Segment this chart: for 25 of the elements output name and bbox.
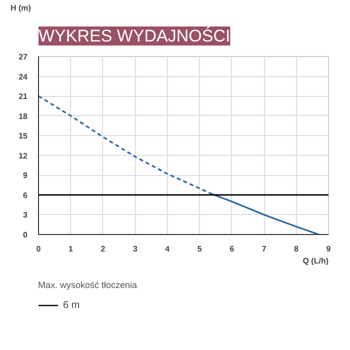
y-tick-label: 27 [18, 52, 28, 62]
x-tick-label: 6 [230, 244, 235, 254]
x-tick-label: 7 [262, 244, 267, 254]
chart-title: WYKRES WYDAJNOŚCI [38, 26, 230, 46]
x-axis-title: Q (L/h) [302, 256, 329, 266]
x-tick-label: 5 [197, 244, 202, 254]
y-tick-label: 9 [23, 171, 28, 180]
legend-label: 6 m [63, 300, 81, 310]
y-tick-label: 0 [23, 230, 28, 240]
x-tick-label: 0 [36, 244, 42, 254]
y-tick-label: 12 [18, 151, 28, 160]
y-tick-label: 3 [23, 210, 28, 220]
y-axis-title: H (m) [10, 4, 32, 12]
x-tick-label: 3 [132, 244, 138, 254]
y-tick-label: 24 [18, 72, 28, 82]
y-tick-label: 15 [18, 132, 28, 141]
y-tick-label: 18 [18, 112, 28, 121]
x-tick-label: 9 [326, 244, 332, 254]
x-tick-label: 1 [68, 244, 74, 254]
x-tick-label: 2 [100, 244, 106, 254]
x-tick-label: 8 [294, 244, 300, 254]
y-tick-label: 21 [18, 92, 28, 102]
y-tick-label: 6 [23, 190, 28, 200]
x-tick-label: 4 [165, 244, 170, 254]
legend-title: Max. wysokość tłoczenia [38, 280, 138, 290]
